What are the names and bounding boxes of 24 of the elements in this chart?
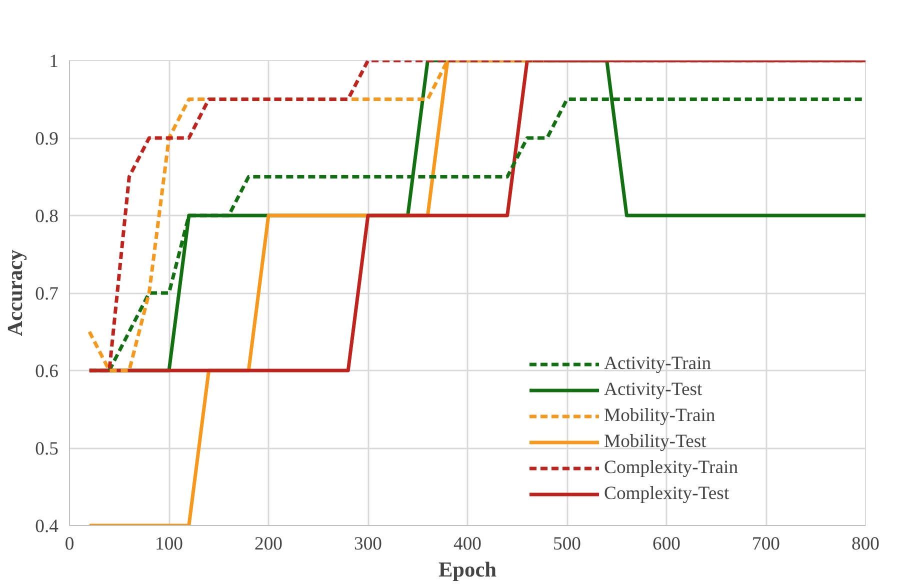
legend-label: Mobility-Test (604, 431, 706, 453)
y-tick-label: 0.6 (35, 361, 59, 382)
x-tick-label: 800 (852, 534, 880, 554)
legend-label: Complexity-Train (604, 457, 738, 479)
x-tick-label: 500 (553, 534, 581, 554)
y-axis-title: Accuracy (3, 249, 28, 336)
x-tick-label: 200 (254, 534, 282, 554)
x-tick-label: 400 (454, 534, 482, 554)
x-tick-label: 0 (64, 534, 74, 554)
y-tick-label: 0.4 (35, 516, 60, 537)
x-tick-label: 300 (354, 534, 382, 554)
legend-label: Activity-Test (604, 379, 702, 401)
legend-label: Mobility-Train (604, 405, 716, 427)
x-tick-label: 700 (752, 534, 780, 554)
legend-label: Complexity-Test (604, 483, 730, 505)
y-tick-label: 0.5 (35, 438, 59, 460)
x-axis-title: Epoch (438, 558, 497, 582)
y-tick-label: 0.7 (35, 284, 59, 304)
legend-label: Activity-Train (604, 353, 712, 375)
x-tick-label: 600 (652, 534, 680, 554)
y-tick-label: 0.8 (35, 206, 59, 227)
y-tick-label: 1 (49, 51, 58, 72)
x-tick-label: 100 (155, 534, 183, 554)
y-tick-label: 0.9 (35, 128, 59, 150)
